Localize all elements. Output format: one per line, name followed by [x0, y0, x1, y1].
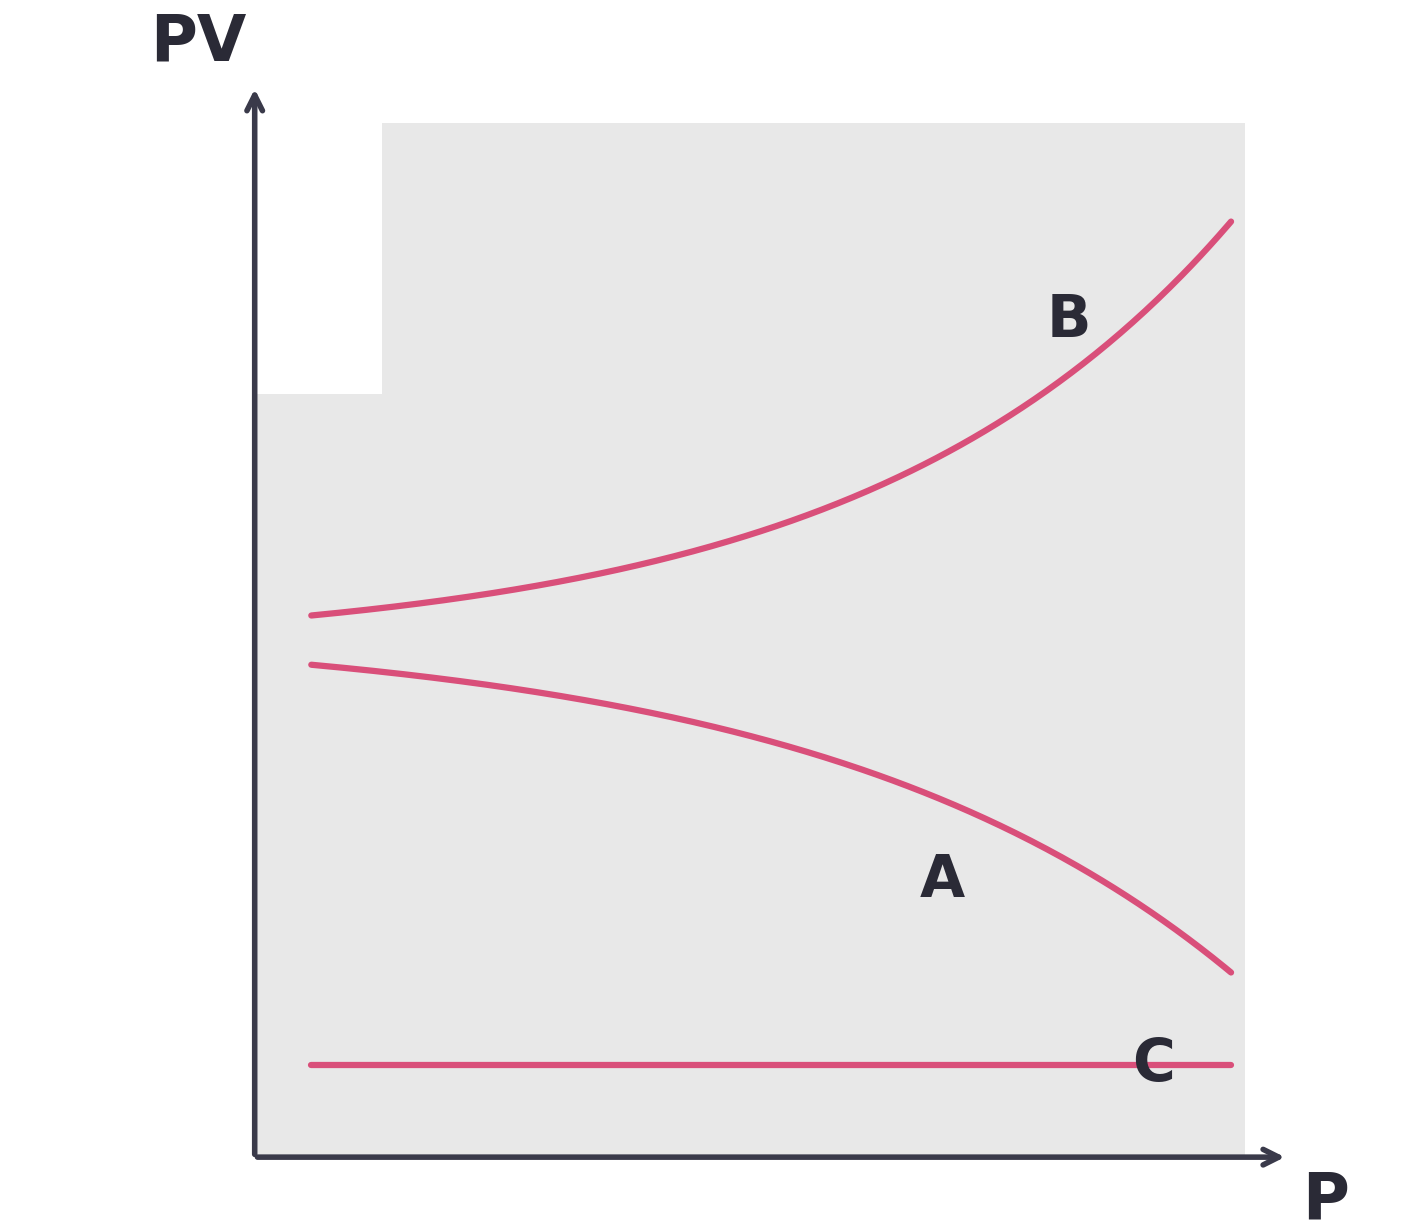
- Polygon shape: [255, 123, 1245, 1157]
- Text: A: A: [920, 852, 965, 908]
- Text: B: B: [1047, 292, 1091, 348]
- Text: P: P: [1302, 1169, 1348, 1231]
- Text: C: C: [1132, 1037, 1174, 1093]
- Text: PV: PV: [150, 12, 246, 74]
